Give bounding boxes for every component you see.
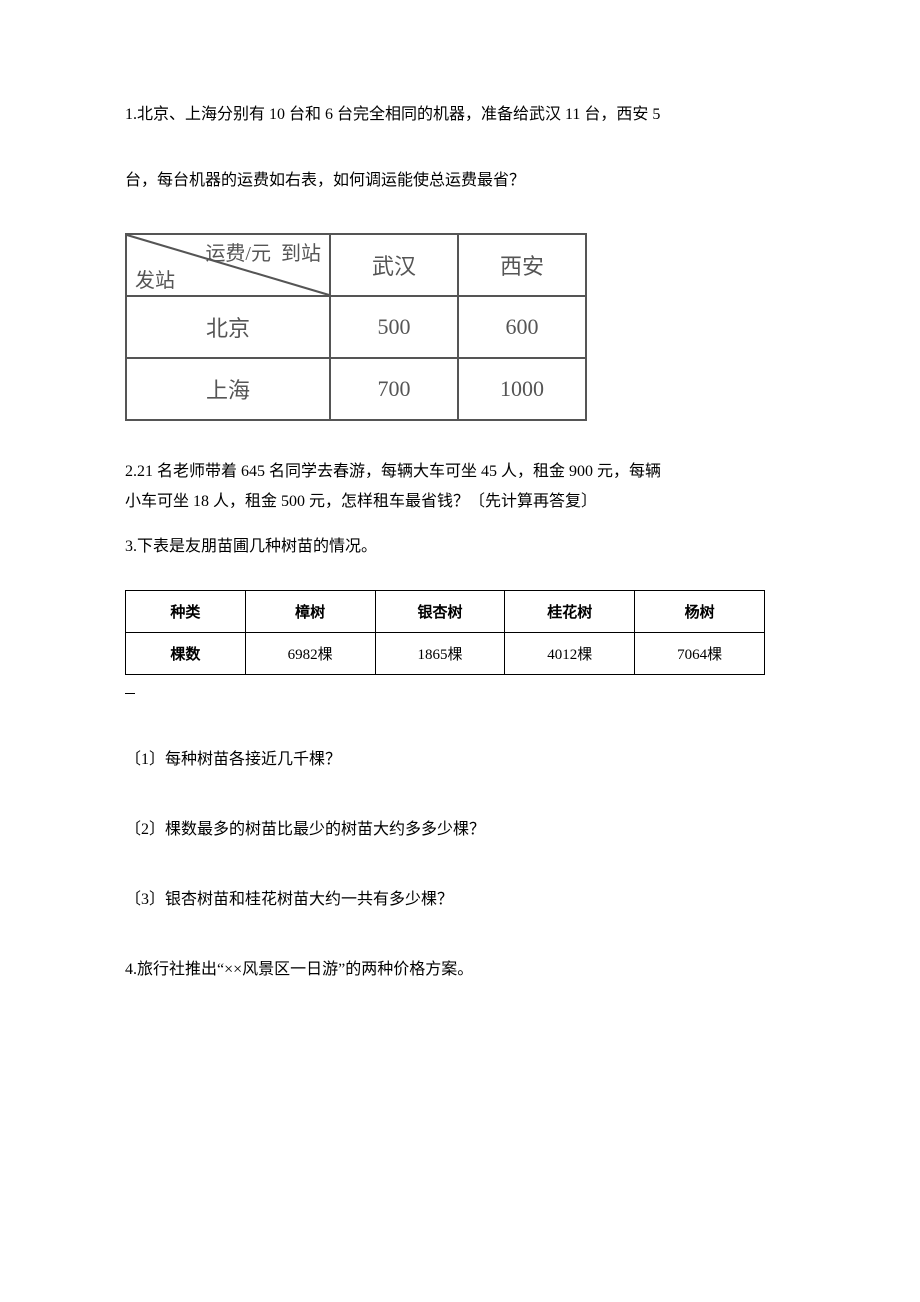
underline-mark xyxy=(125,693,135,694)
cell: 7064棵 xyxy=(635,632,765,674)
q2-line2: 小车可坐 18 人，租金 500 元，怎样租车最省钱？〔先计算再答复〕 xyxy=(125,487,795,517)
q4-line: 4.旅行社推出“××风景区一日游”的两种价格方案。 xyxy=(125,955,795,985)
diag-top-text: 到站 xyxy=(281,243,321,265)
cell: 700 xyxy=(330,358,458,420)
diag-header-cell: 运费/元 到站 发站 xyxy=(126,234,330,296)
cell: 6982棵 xyxy=(245,632,375,674)
q1-line2: 台，每台机器的运费如右表，如何调运能使总运费最省？ xyxy=(125,166,795,196)
q3-sub3: 〔3〕银杏树苗和桂花树苗大约一共有多少棵？ xyxy=(125,885,795,909)
seedling-table: 种类 樟树 银杏树 桂花树 杨树 棵数 6982棵 1865棵 4012棵 70… xyxy=(125,590,765,675)
cell: 600 xyxy=(458,296,586,358)
t2-head-1: 樟树 xyxy=(245,590,375,632)
cell: 4012棵 xyxy=(505,632,635,674)
t2-head-4: 杨树 xyxy=(635,590,765,632)
row-label-0: 北京 xyxy=(126,296,330,358)
col-header-1: 西安 xyxy=(458,234,586,296)
diag-mid-text: 运费/元 xyxy=(205,243,271,265)
cell: 500 xyxy=(330,296,458,358)
diag-bot-label: 发站 xyxy=(135,264,175,293)
cell: 1000 xyxy=(458,358,586,420)
t2-head-3: 桂花树 xyxy=(505,590,635,632)
table-row: 上海 700 1000 xyxy=(126,358,586,420)
diag-top-label: 运费/元 到站 xyxy=(205,237,321,266)
cell: 1865棵 xyxy=(375,632,505,674)
col-header-0: 武汉 xyxy=(330,234,458,296)
t2-row-label: 棵数 xyxy=(126,632,246,674)
table-row: 北京 500 600 xyxy=(126,296,586,358)
t2-head-2: 银杏树 xyxy=(375,590,505,632)
q3-sub2: 〔2〕棵数最多的树苗比最少的树苗大约多多少棵？ xyxy=(125,815,795,839)
shipping-cost-table: 运费/元 到站 发站 武汉 西安 北京 500 600 上海 700 1000 xyxy=(125,233,587,421)
t2-head-0: 种类 xyxy=(126,590,246,632)
q1-line1: 1.北京、上海分别有 10 台和 6 台完全相同的机器，准备给武汉 11 台，西… xyxy=(125,100,795,130)
q2-line1: 2.21 名老师带着 645 名同学去春游，每辆大车可坐 45 人，租金 900… xyxy=(125,457,795,487)
row-label-1: 上海 xyxy=(126,358,330,420)
q3-title: 3.下表是友朋苗圃几种树苗的情况。 xyxy=(125,532,795,562)
q3-sub1: 〔1〕每种树苗各接近几千棵？ xyxy=(125,745,795,769)
table-row: 棵数 6982棵 1865棵 4012棵 7064棵 xyxy=(126,632,765,674)
